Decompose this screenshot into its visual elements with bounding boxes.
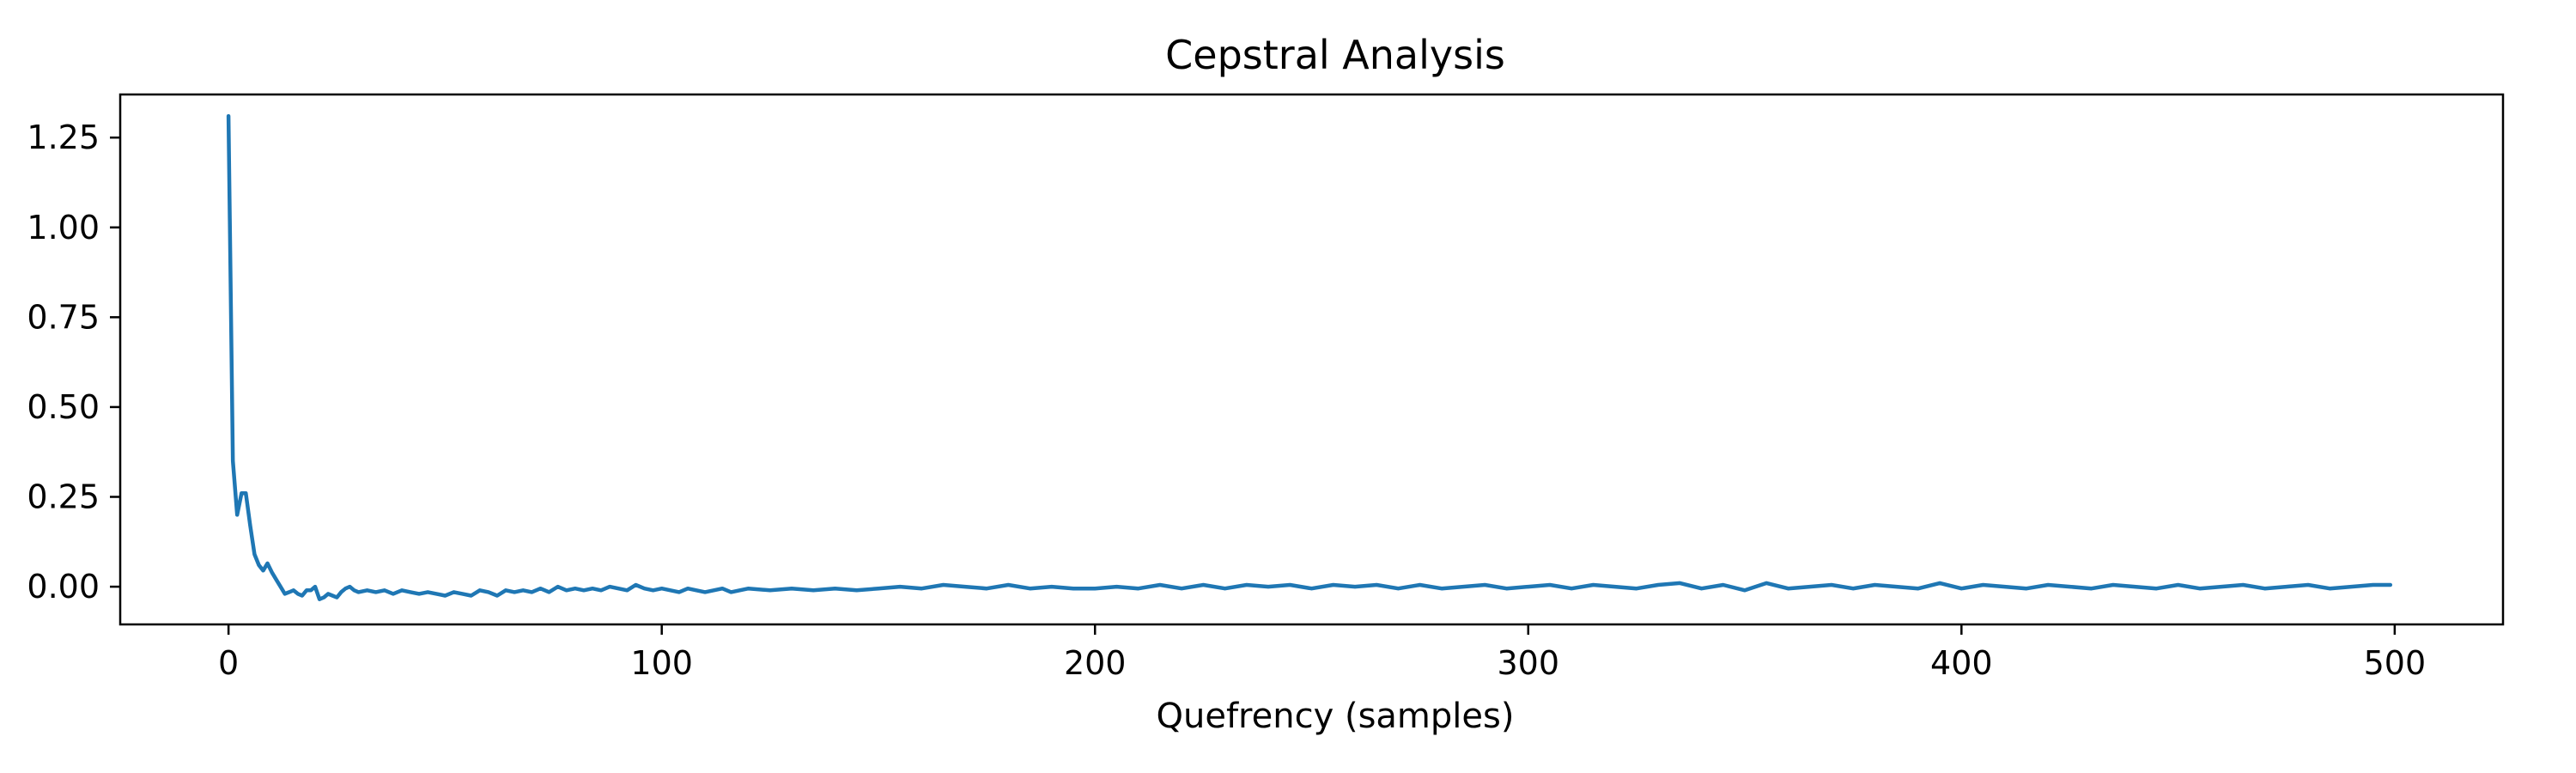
y-tick-label: 1.00 [27,209,100,247]
x-axis-ticks: 0 100 200 300 400 500 [218,624,2426,682]
cepstrum-series-line [226,113,2393,601]
y-tick-label: 0.25 [27,478,100,516]
x-axis-label: Quefrency (samples) [1157,697,1515,736]
y-tick-label: 0.50 [27,388,100,426]
x-tick-label: 300 [1498,644,1560,682]
chart-title: Cepstral Analysis [1165,32,1505,78]
y-tick-label: 0.00 [27,568,100,606]
x-tick-label: 200 [1064,644,1127,682]
x-tick-label: 0 [218,644,239,682]
axes-frame [118,93,2505,626]
plot-area [226,113,2393,601]
x-tick-label: 500 [2364,644,2427,682]
y-tick-label: 0.75 [27,298,100,336]
x-tick-label: 400 [1930,644,1993,682]
y-axis-ticks: 0.00 0.25 0.50 0.75 1.00 1.25 [27,119,120,606]
x-tick-label: 100 [630,644,693,682]
y-tick-label: 1.25 [27,119,100,156]
